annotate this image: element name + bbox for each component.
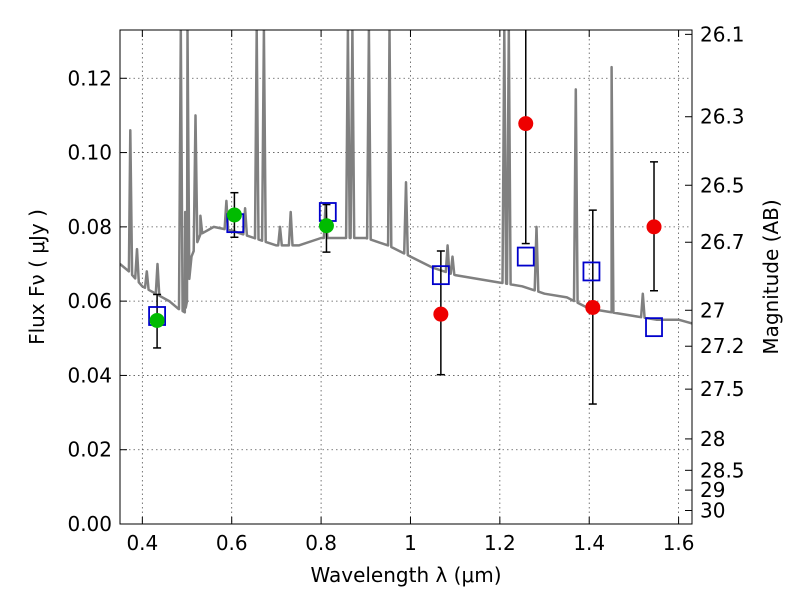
observed-point (149, 312, 165, 328)
y2-tick-label: 27.2 (700, 334, 745, 358)
y2-tick-label: 26.7 (700, 230, 745, 254)
y2-tick-label: 28 (700, 427, 725, 451)
observed-point (646, 219, 662, 235)
y-tick-label: 0.02 (67, 438, 112, 462)
y2-tick-label: 26.5 (700, 173, 745, 197)
spectrum-line (120, 30, 692, 325)
model-square (582, 261, 601, 282)
y2-axis-label: Magnitude (AB) (759, 199, 783, 354)
x-tick-label: 0.8 (305, 531, 337, 555)
y-axis-ticks: 0.00 0.02 0.04 0.06 0.08 0.10 0.12 (67, 66, 127, 536)
model-square (645, 317, 663, 338)
photometry-markers (148, 30, 663, 405)
observed-point (518, 116, 534, 132)
x-tick-label: 1 (404, 531, 417, 555)
x-tick-label: 1.2 (484, 531, 516, 555)
y2-tick-label: 26.1 (700, 22, 745, 46)
y-axis-label: Flux Fν ( μJy ) (25, 209, 49, 345)
model-square (516, 246, 535, 267)
y-tick-label: 0.00 (67, 512, 112, 536)
model-spectrum (120, 30, 692, 325)
x-axis-ticks: 0.4 0.6 0.8 1 1.2 1.4 1.6 (126, 30, 695, 555)
y2-tick-label: 27 (700, 298, 725, 322)
x-tick-label: 0.6 (216, 531, 248, 555)
observed-point (433, 306, 449, 322)
y2-tick-label: 28.5 (700, 458, 745, 482)
model-square (431, 265, 450, 286)
y-tick-label: 0.10 (67, 141, 112, 165)
y2-tick-label: 30 (700, 499, 725, 523)
y-tick-label: 0.12 (67, 66, 112, 90)
y2-tick-label: 26.3 (700, 105, 745, 129)
y-tick-label: 0.04 (67, 363, 112, 387)
x-tick-label: 0.4 (126, 531, 158, 555)
y-tick-label: 0.08 (67, 215, 112, 239)
observed-point (226, 207, 242, 223)
y2-tick-label: 27.5 (700, 377, 745, 401)
plot-frame (119, 29, 693, 525)
observed-point (585, 299, 601, 315)
plot-background (120, 30, 692, 524)
y-tick-label: 0.06 (67, 289, 112, 313)
y2-tick-label: 29 (700, 478, 725, 502)
observed-point (318, 218, 334, 234)
x-axis-label: Wavelength λ (μm) (310, 563, 501, 587)
x-tick-label: 1.6 (663, 531, 695, 555)
x-tick-label: 1.4 (573, 531, 605, 555)
